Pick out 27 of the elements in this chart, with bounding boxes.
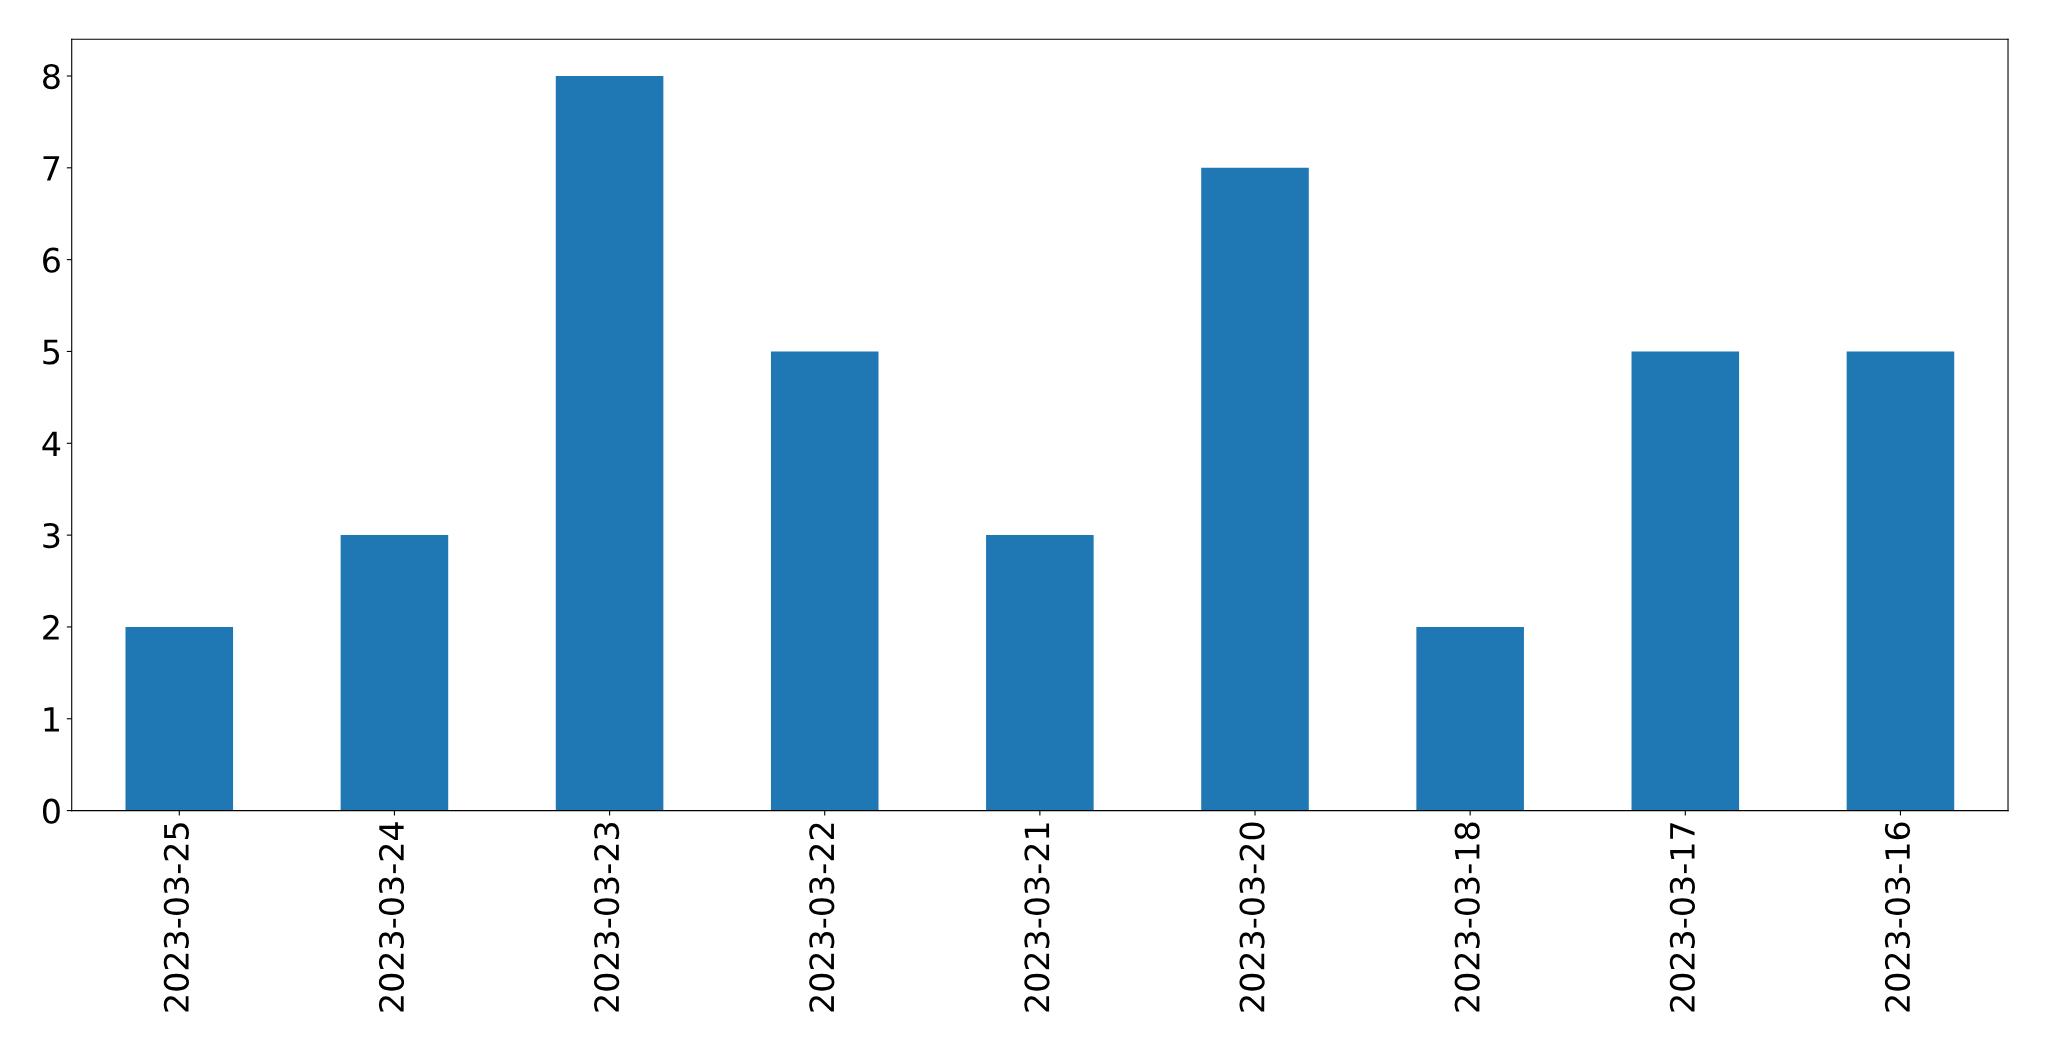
- x-tick-label: 2023-03-16: [1884, 822, 1911, 1012]
- x-tick-label: 2023-03-23: [594, 823, 620, 1012]
- x-tick-label: 2023-03-18: [1454, 822, 1480, 1012]
- y-tick-label: 4: [42, 431, 61, 456]
- y-tick-label: 2: [43, 614, 59, 640]
- bar: [1201, 167, 1309, 811]
- bar: [1416, 626, 1524, 811]
- y-tick-label: 1: [44, 707, 59, 732]
- y-tick-label: 6: [43, 247, 60, 273]
- y-tick-label: 5: [43, 339, 60, 365]
- bar: [340, 535, 449, 811]
- x-tick-label: 2023-03-22: [809, 823, 835, 1012]
- x-tick-label: 2023-03-25: [163, 823, 189, 1012]
- bar: [1631, 351, 1740, 811]
- x-tick-label: 2023-03-20: [1239, 822, 1265, 1012]
- x-tick-label: 2023-03-24: [378, 822, 405, 1012]
- y-tick-label: 3: [43, 523, 60, 549]
- bar: [986, 535, 1094, 811]
- bar: [1846, 351, 1955, 811]
- y-tick-label: 0: [42, 798, 60, 824]
- bar: [770, 351, 879, 811]
- x-tick-label: 2023-03-17: [1669, 823, 1695, 1012]
- x-tick-label: 2023-03-21: [1024, 823, 1050, 1012]
- y-tick-label: 7: [43, 156, 60, 181]
- bar: [555, 75, 664, 811]
- bar: [125, 626, 234, 811]
- y-tick-label: 8: [43, 63, 60, 90]
